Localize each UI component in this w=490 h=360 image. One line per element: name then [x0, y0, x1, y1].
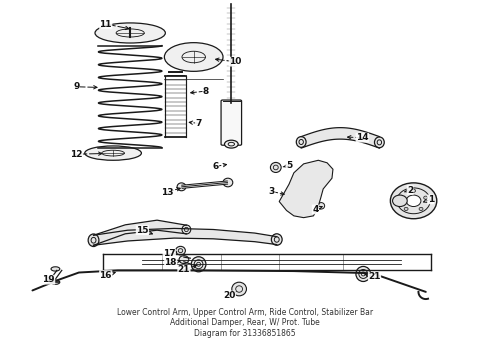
Ellipse shape	[318, 203, 325, 209]
Ellipse shape	[412, 189, 416, 192]
Text: 9: 9	[73, 82, 79, 91]
Text: 14: 14	[356, 133, 368, 142]
Ellipse shape	[392, 195, 407, 207]
Text: 2: 2	[407, 185, 413, 194]
Ellipse shape	[179, 256, 189, 264]
Text: 21: 21	[178, 265, 190, 274]
Ellipse shape	[51, 280, 60, 284]
FancyBboxPatch shape	[221, 100, 242, 145]
Ellipse shape	[374, 137, 384, 148]
Text: 16: 16	[99, 270, 112, 279]
Text: 7: 7	[196, 119, 202, 128]
Ellipse shape	[224, 140, 238, 148]
Text: 6: 6	[213, 162, 219, 171]
Ellipse shape	[404, 207, 408, 211]
Text: 11: 11	[99, 19, 112, 28]
Ellipse shape	[399, 196, 403, 199]
Text: 5: 5	[286, 161, 292, 170]
Text: 8: 8	[203, 86, 209, 95]
Ellipse shape	[177, 183, 186, 191]
Ellipse shape	[270, 162, 281, 172]
Ellipse shape	[85, 146, 142, 160]
Ellipse shape	[309, 191, 316, 196]
Text: 17: 17	[163, 249, 175, 258]
Ellipse shape	[223, 178, 233, 187]
Text: 10: 10	[229, 57, 242, 66]
Polygon shape	[279, 160, 333, 218]
Ellipse shape	[356, 266, 370, 282]
Text: 21: 21	[368, 272, 381, 281]
Text: 12: 12	[70, 150, 83, 159]
Ellipse shape	[391, 183, 437, 219]
Ellipse shape	[88, 234, 99, 247]
Ellipse shape	[424, 196, 428, 199]
Ellipse shape	[299, 184, 306, 190]
Ellipse shape	[271, 234, 282, 245]
Ellipse shape	[419, 207, 423, 211]
Ellipse shape	[406, 195, 421, 207]
Ellipse shape	[296, 136, 306, 147]
Text: 18: 18	[165, 258, 177, 267]
Ellipse shape	[191, 257, 206, 272]
Ellipse shape	[232, 282, 246, 296]
Text: 15: 15	[136, 226, 148, 235]
Ellipse shape	[182, 225, 191, 234]
Text: 1: 1	[428, 195, 434, 204]
Text: 20: 20	[223, 291, 236, 300]
Ellipse shape	[303, 199, 309, 204]
Ellipse shape	[51, 267, 60, 271]
Text: 3: 3	[269, 187, 275, 196]
Ellipse shape	[95, 23, 165, 43]
Text: 4: 4	[312, 205, 318, 214]
Ellipse shape	[175, 246, 185, 255]
Text: 13: 13	[161, 188, 173, 197]
Ellipse shape	[164, 42, 223, 71]
Text: 19: 19	[42, 275, 55, 284]
Text: Lower Control Arm, Upper Control Arm, Ride Control, Stabilizer Bar
Additional Da: Lower Control Arm, Upper Control Arm, Ri…	[117, 308, 373, 338]
